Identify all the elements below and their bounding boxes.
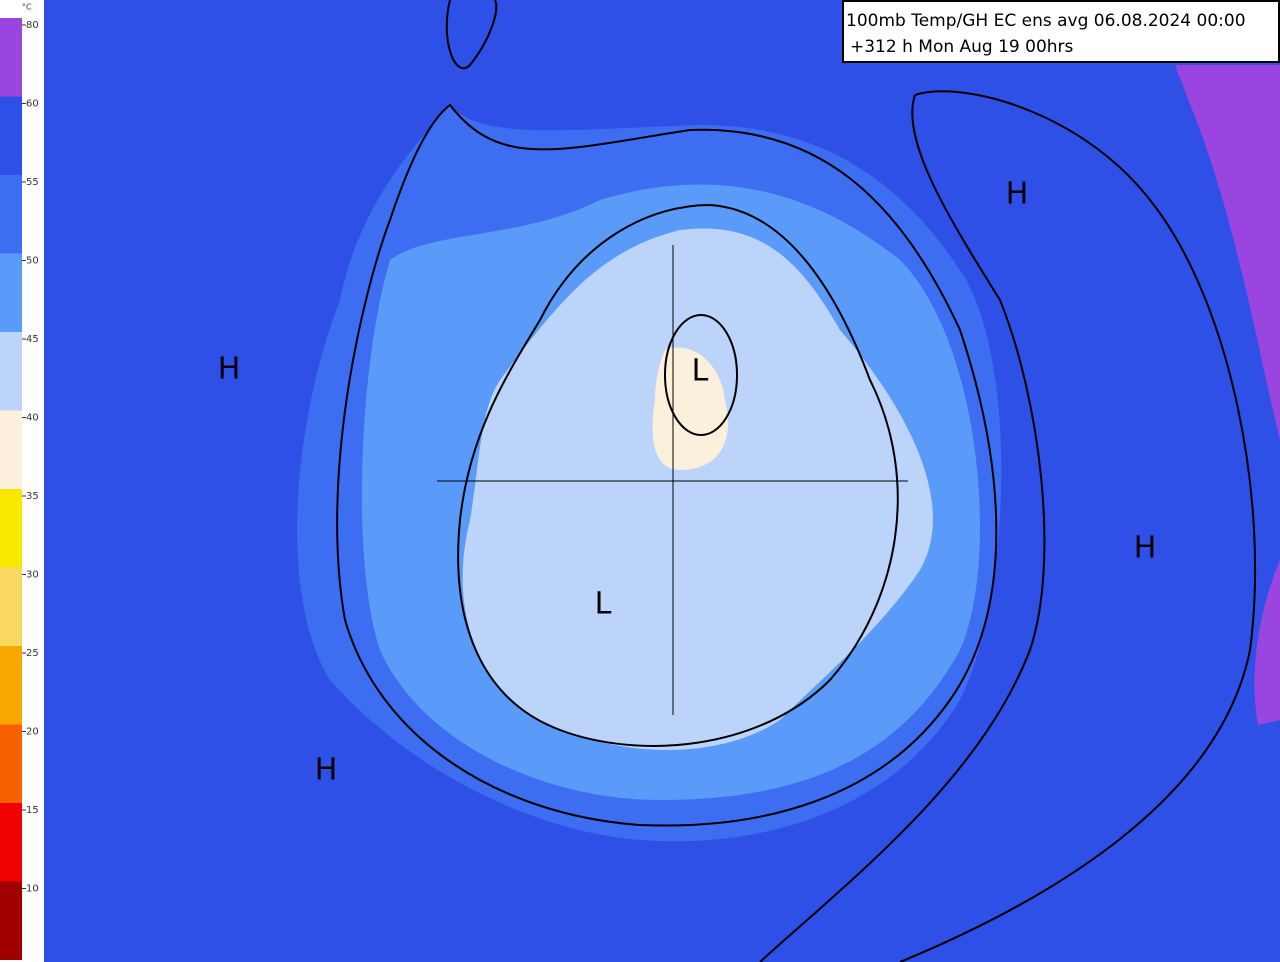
legend-swatch	[0, 489, 22, 568]
legend-label: 60	[26, 99, 39, 110]
field-purple	[1254, 560, 1280, 725]
legend-label: 50	[26, 256, 39, 267]
contour	[457, 203, 899, 747]
contour	[759, 94, 1046, 962]
height-contours	[336, 0, 1257, 962]
legend-label: 20	[26, 727, 39, 738]
legend: °C 80 60 55 50 45 40 35 30 25 20 15 10	[0, 0, 44, 962]
legend-label: 25	[26, 648, 39, 659]
legend-swatch	[0, 567, 22, 646]
pressure-label: L	[595, 587, 612, 622]
legend-label: 10	[26, 884, 39, 895]
field-45	[462, 228, 933, 750]
legend-label: 40	[26, 413, 39, 424]
pressure-label: L	[692, 354, 709, 389]
title: 100mb Temp/GH EC ens avg 06.08.2024 00:0…	[846, 11, 1246, 31]
contour	[899, 90, 1257, 962]
subtitle: +312 h Mon Aug 19 00hrs	[850, 37, 1074, 57]
pressure-label: H	[315, 753, 338, 788]
title-frame	[842, 0, 1280, 63]
legend-swatch	[0, 96, 22, 175]
legend-label: 80	[26, 20, 39, 31]
contour	[445, 0, 498, 70]
contour	[336, 103, 998, 827]
pressure-label: H	[1134, 531, 1157, 566]
legend-swatch	[0, 803, 22, 882]
pressure-label: H	[218, 352, 241, 387]
legend-swatch	[0, 253, 22, 332]
legend-label: 35	[26, 491, 39, 502]
graticule	[437, 245, 908, 715]
legend-label: 45	[26, 334, 39, 345]
title-box: 100mb Temp/GH EC ens avg 06.08.2024 00:0…	[842, 0, 1280, 63]
legend-unit: °C	[22, 3, 32, 12]
legend-swatch	[0, 175, 22, 254]
legend-swatch	[0, 410, 22, 489]
pressure-label: H	[1006, 177, 1029, 212]
field-purple	[1175, 65, 1280, 440]
legend-swatch	[0, 646, 22, 725]
legend-swatch	[0, 332, 22, 411]
field-40	[652, 347, 728, 470]
pressure-markers: H H H H L L	[218, 177, 1157, 788]
legend-swatch	[0, 881, 22, 960]
legend-label: 15	[26, 805, 39, 816]
legend-swatch	[0, 18, 22, 97]
legend-label: 55	[26, 177, 39, 188]
legend-swatch	[0, 724, 22, 803]
contour	[664, 314, 738, 436]
legend-label: 30	[26, 570, 39, 581]
